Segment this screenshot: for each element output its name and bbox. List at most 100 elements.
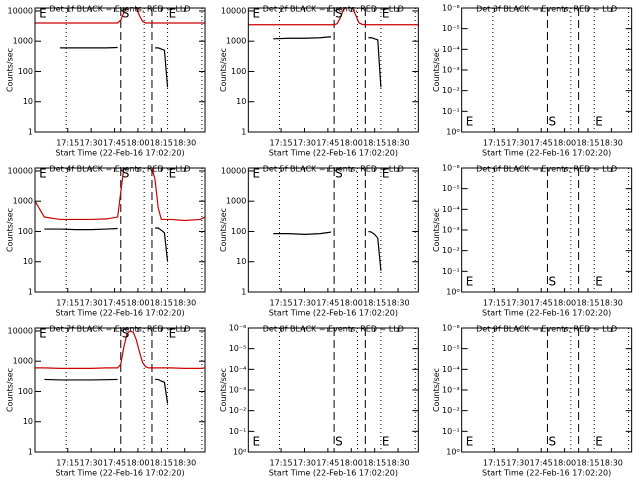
y-tick-label: 1 xyxy=(28,288,33,297)
event-label: E xyxy=(169,167,177,181)
event-label: E xyxy=(39,327,47,341)
y-axis-label: Counts/sec xyxy=(6,208,15,252)
x-tick-label: 18:15 xyxy=(150,459,173,468)
y-tick-label: 1 xyxy=(28,448,33,457)
plot-frame xyxy=(247,7,419,133)
x-tick-label: 17:30 xyxy=(80,299,103,308)
panel: E S E 17:15 17:30 17:45 18:00 18:15 18:30 10⁰ 10⁻¹… xyxy=(219,324,419,478)
x-tick-label: 18:00 xyxy=(340,459,363,468)
event-label: E xyxy=(382,435,390,449)
x-tick-label: 17:30 xyxy=(293,139,316,148)
x-axis-label: Start Time (22-Feb-16 17:02:20) xyxy=(482,149,611,158)
x-axis-label: Start Time (22-Feb-16 17:02:20) xyxy=(269,309,398,318)
x-axis-label: Start Time (22-Feb-16 17:02:20) xyxy=(55,309,184,318)
y-axis-label: Counts/sec xyxy=(432,208,441,252)
y-tick-label: 10⁰ xyxy=(446,288,459,297)
panel: E S E 17:15 17:30 17:45 18:00 18:15 18:30 1 10 100 1… xyxy=(219,165,419,318)
event-label: S xyxy=(335,435,343,449)
event-label: E xyxy=(252,7,260,21)
x-tick-label: 18:00 xyxy=(126,299,149,308)
x-tick-label: 18:15 xyxy=(576,139,599,148)
x-tick-label: 18:30 xyxy=(387,459,410,468)
y-tick-label: 10⁻⁵ xyxy=(442,184,460,193)
x-tick-label: 18:30 xyxy=(173,139,196,148)
event-label: E xyxy=(169,7,177,21)
y-tick-label: 10⁻⁶ xyxy=(442,324,460,333)
y-tick-label: 10⁻³ xyxy=(229,386,247,395)
x-tick-label: 17:15 xyxy=(270,139,293,148)
event-label: E xyxy=(39,167,47,181)
y-tick-label: 10⁰ xyxy=(446,448,459,457)
x-tick-label: 17:30 xyxy=(80,139,103,148)
event-label: S xyxy=(122,167,130,181)
x-tick-label: 17:15 xyxy=(483,299,506,308)
x-tick-label: 18:15 xyxy=(363,299,386,308)
y-tick-label: 10⁻¹ xyxy=(442,267,460,276)
x-axis-label: Start Time (22-Feb-16 17:02:20) xyxy=(55,469,184,478)
panel: E S E 17:15 17:30 17:45 18:00 18:15 18:30 1 10 100 1… xyxy=(6,325,206,478)
y-tick-label: 10⁻² xyxy=(442,246,460,255)
y-tick-label: 100 xyxy=(18,67,33,76)
y-tick-label: 10 xyxy=(23,97,33,106)
series-line xyxy=(248,8,419,26)
x-axis-label: Start Time (22-Feb-16 17:02:20) xyxy=(482,309,611,318)
event-label: E xyxy=(466,115,474,129)
y-tick-label: 10000 xyxy=(221,166,246,175)
y-axis-label: Counts/sec xyxy=(432,48,441,92)
x-tick-label: 18:00 xyxy=(126,139,149,148)
y-tick-label: 10⁻² xyxy=(229,406,247,415)
x-axis-label: Start Time (22-Feb-16 17:02:20) xyxy=(269,149,398,158)
y-tick-label: 10⁻³ xyxy=(442,66,460,75)
y-tick-label: 10⁻⁶ xyxy=(442,4,460,13)
y-tick-label: 10⁻¹ xyxy=(442,107,460,116)
event-label: E xyxy=(466,435,474,449)
y-tick-label: 10⁻² xyxy=(442,86,460,95)
x-tick-label: 17:30 xyxy=(293,459,316,468)
y-tick-label: 1000 xyxy=(226,37,246,46)
chart-title: Det 6f BLACK = Events, RED = LLD xyxy=(476,165,617,174)
y-tick-label: 10⁻³ xyxy=(442,226,460,235)
y-tick-label: 10⁻⁶ xyxy=(442,164,460,173)
x-tick-label: 18:30 xyxy=(600,139,623,148)
x-axis-label: Start Time (22-Feb-16 17:02:20) xyxy=(55,149,184,158)
y-tick-label: 100 xyxy=(18,387,33,396)
x-tick-label: 18:00 xyxy=(340,299,363,308)
y-tick-label: 1000 xyxy=(226,197,246,206)
x-axis-label: Start Time (22-Feb-16 17:02:20) xyxy=(482,469,611,478)
event-label: E xyxy=(382,7,390,21)
series-line xyxy=(44,227,169,262)
x-tick-label: 18:30 xyxy=(600,459,623,468)
series-line xyxy=(273,36,382,88)
x-tick-label: 18:00 xyxy=(126,459,149,468)
y-tick-label: 10⁻² xyxy=(442,406,460,415)
series-group xyxy=(35,8,205,88)
x-tick-label: 18:30 xyxy=(600,299,623,308)
x-tick-label: 17:15 xyxy=(270,299,293,308)
series-group xyxy=(273,230,382,271)
y-tick-label: 100 xyxy=(18,227,33,236)
series-line xyxy=(35,168,205,222)
event-label: S xyxy=(335,7,343,21)
y-tick-label: 10⁻⁴ xyxy=(442,365,460,374)
x-tick-label: 17:15 xyxy=(483,139,506,148)
event-label: E xyxy=(595,115,603,129)
plot-frame xyxy=(34,167,206,293)
x-tick-label: 17:15 xyxy=(270,459,293,468)
x-tick-label: 17:15 xyxy=(483,459,506,468)
x-tick-label: 17:30 xyxy=(506,459,529,468)
series-line xyxy=(44,378,169,404)
event-label: E xyxy=(595,435,603,449)
y-tick-label: 10⁻¹ xyxy=(442,427,460,436)
x-tick-label: 17:30 xyxy=(293,299,316,308)
event-label: E xyxy=(595,275,603,289)
x-tick-label: 18:00 xyxy=(553,139,576,148)
chart-title: Det 9f BLACK = Events, RED = LLD xyxy=(476,325,617,334)
y-tick-label: 10000 xyxy=(8,166,33,175)
event-label: S xyxy=(122,327,130,341)
event-label: E xyxy=(252,167,260,181)
series-line xyxy=(59,46,169,88)
y-tick-label: 1000 xyxy=(13,357,33,366)
y-tick-label: 10⁻⁴ xyxy=(229,365,247,374)
x-axis-label: Start Time (22-Feb-16 17:02:20) xyxy=(269,469,398,478)
